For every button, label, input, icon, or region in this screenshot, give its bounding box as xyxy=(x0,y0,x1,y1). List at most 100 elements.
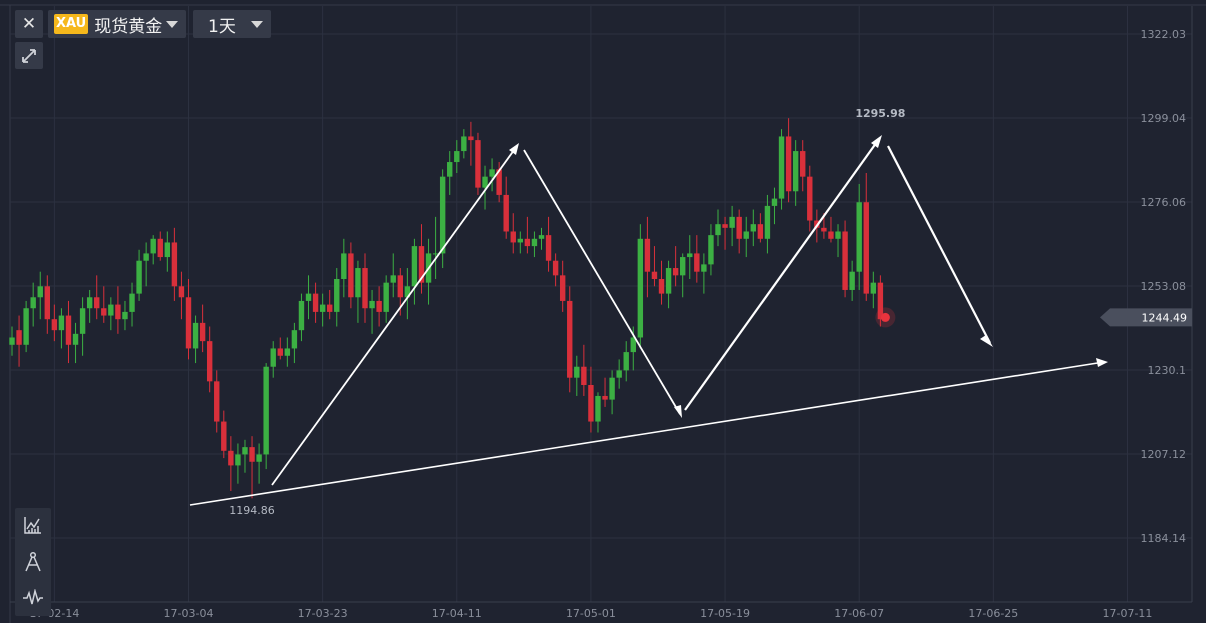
candle-body xyxy=(369,300,375,309)
expand-icon xyxy=(22,48,36,63)
candle-body xyxy=(242,447,248,455)
expand-button[interactable] xyxy=(15,42,43,69)
waveform-tool-button[interactable] xyxy=(19,584,47,612)
candle-body xyxy=(581,366,587,385)
candle-body xyxy=(58,315,65,331)
candle-body xyxy=(680,257,686,276)
extreme-label: 1194.86 xyxy=(229,504,275,517)
candle-body xyxy=(270,348,276,367)
candle-body xyxy=(376,300,382,312)
candle-body xyxy=(687,253,693,258)
x-tick-label: 17-03-04 xyxy=(164,607,214,620)
current-price-dot xyxy=(880,312,890,322)
candle-body xyxy=(319,304,326,312)
down-arrow-1-head xyxy=(674,405,682,418)
candle-body xyxy=(595,395,601,422)
symbol-selector[interactable]: XAU 现货黄金 xyxy=(48,10,186,38)
candle-body xyxy=(665,268,672,294)
drawing-tool-button[interactable] xyxy=(19,548,47,576)
candle-body xyxy=(658,279,665,294)
candle-body xyxy=(567,300,573,378)
candle-body xyxy=(192,322,199,349)
candle-body xyxy=(778,136,785,199)
candle-body xyxy=(418,246,425,283)
y-axis: 1322.03 1299.04 1276.06 1253.08 1230.1 1207.1… xyxy=(1141,28,1187,545)
candle-body xyxy=(602,395,608,400)
candle-body xyxy=(397,275,403,298)
candle-body xyxy=(150,238,156,254)
extreme-label: 1295.98 xyxy=(855,107,905,120)
down-arrow-2 xyxy=(887,145,991,344)
candle-body xyxy=(348,253,354,298)
candle-body xyxy=(482,176,488,188)
candle-body xyxy=(877,282,884,320)
current-price-tag: 1244.49 xyxy=(1100,308,1192,327)
candle-body xyxy=(559,275,566,301)
candle-body xyxy=(701,264,707,272)
candle-body xyxy=(129,293,135,312)
candle-body xyxy=(143,253,149,261)
y-tick-label: 1322.03 xyxy=(1141,28,1187,41)
candle-body xyxy=(214,381,220,422)
candle-body xyxy=(44,286,50,320)
candle-body xyxy=(221,421,227,451)
period-selector[interactable]: 1天 xyxy=(193,10,271,38)
candle-body xyxy=(164,242,171,258)
up-arrow-2-head xyxy=(871,135,882,148)
current-price-marker xyxy=(875,307,896,328)
candle-body xyxy=(849,271,855,290)
candle-body xyxy=(672,268,679,276)
candle-body xyxy=(510,231,516,243)
candle-body xyxy=(835,231,841,239)
candle-body xyxy=(284,348,291,356)
candle-body xyxy=(185,297,192,349)
candle-body xyxy=(489,169,495,177)
candle-body xyxy=(468,136,474,141)
x-tick-label: 17-05-01 xyxy=(566,607,616,620)
waveform-icon xyxy=(23,589,43,605)
y-tick-label: 1207.12 xyxy=(1141,448,1187,461)
candle-body xyxy=(383,282,389,312)
candle-body xyxy=(630,337,636,353)
candle-body xyxy=(842,231,848,290)
candle-body xyxy=(757,224,764,239)
candle-body xyxy=(86,297,93,309)
candle-body xyxy=(771,198,778,206)
y-tick-label: 1276.06 xyxy=(1141,196,1187,209)
chart-tools-toolbar xyxy=(15,508,51,616)
candle-body xyxy=(461,136,467,152)
candle-body xyxy=(651,271,658,280)
symbol-code-badge: XAU xyxy=(54,14,89,34)
up-arrow-1 xyxy=(271,145,518,486)
candle-body xyxy=(9,337,15,345)
candle-body xyxy=(609,377,615,400)
close-button[interactable]: ✕ xyxy=(15,10,43,38)
x-tick-label: 17-07-11 xyxy=(1103,607,1153,620)
candle-body xyxy=(390,275,396,283)
y-tick-label: 1299.04 xyxy=(1141,112,1187,125)
candle-body xyxy=(807,176,813,221)
candle-body xyxy=(199,322,206,342)
candle-body xyxy=(870,282,877,294)
candle-body xyxy=(616,370,622,378)
candle-body xyxy=(517,238,524,243)
candle-body xyxy=(538,235,545,239)
candle-body xyxy=(79,308,86,334)
y-tick-label: 1184.14 xyxy=(1141,532,1187,545)
candle-body xyxy=(228,450,234,466)
indicator-tool-button[interactable] xyxy=(19,511,47,539)
drawing-compass-icon xyxy=(25,551,41,572)
candle-body xyxy=(743,231,749,239)
candle-body xyxy=(72,333,79,345)
candle-body xyxy=(305,293,312,301)
candle-body xyxy=(178,286,185,298)
candle-body xyxy=(94,297,100,309)
candle-body xyxy=(792,151,799,192)
candle-body xyxy=(828,231,834,239)
chevron-down-icon xyxy=(251,21,263,28)
candle-body xyxy=(623,352,629,371)
candle-body xyxy=(291,330,298,349)
support-trendline xyxy=(189,361,1105,506)
